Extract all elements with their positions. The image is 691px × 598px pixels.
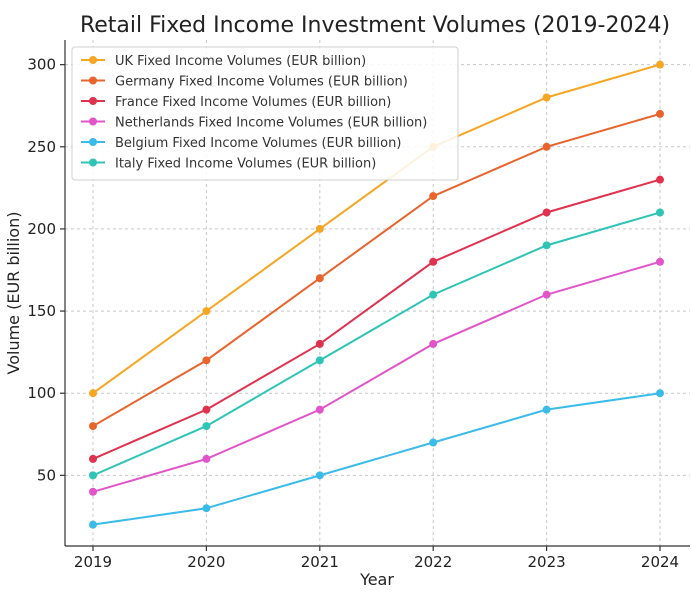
legend-box xyxy=(71,46,459,181)
data-point xyxy=(315,405,324,414)
x-tick-label: 2023 xyxy=(528,553,566,571)
series-line xyxy=(92,178,661,460)
legend-marker xyxy=(89,56,97,64)
data-point xyxy=(315,471,324,480)
data-point xyxy=(656,109,664,118)
data-point xyxy=(202,307,211,316)
data-point xyxy=(202,405,211,414)
data-point xyxy=(89,520,97,529)
data-point xyxy=(656,389,664,398)
data-point xyxy=(656,257,664,266)
data-point xyxy=(202,504,211,513)
series-line xyxy=(92,211,661,477)
data-point xyxy=(656,60,664,69)
legend: UK Fixed Income Volumes (EUR billion) Ger… xyxy=(71,46,459,181)
series-group xyxy=(89,60,664,529)
y-tick-label: 100 xyxy=(27,384,56,402)
x-tick-label: 2021 xyxy=(301,553,339,571)
data-point xyxy=(202,422,211,431)
data-point xyxy=(89,422,97,431)
series-line xyxy=(92,63,661,395)
legend-marker xyxy=(89,158,97,167)
data-point xyxy=(429,339,438,348)
y-tick-label: 300 xyxy=(27,56,56,74)
data-point xyxy=(542,208,551,217)
data-point xyxy=(542,405,551,414)
y-tick-label: 200 xyxy=(27,220,56,238)
x-tick-label: 2019 xyxy=(74,553,112,571)
data-point xyxy=(542,241,551,250)
data-point xyxy=(89,389,97,398)
data-point xyxy=(89,487,97,496)
legend-marker xyxy=(89,76,97,85)
y-tick-label: 250 xyxy=(27,138,56,156)
legend-label: Italy Fixed Income Volumes (EUR billion) xyxy=(115,157,376,172)
data-point xyxy=(315,356,324,365)
legend-marker xyxy=(89,138,97,146)
y-axis-label: Volume (EUR billion) xyxy=(4,212,23,375)
data-point xyxy=(429,290,438,299)
x-tick-label: 2022 xyxy=(414,553,452,571)
data-point xyxy=(656,175,664,184)
chart-title: Retail Fixed Income Investment Volumes (… xyxy=(80,13,670,38)
legend-label: Germany Fixed Income Volumes (EUR billio… xyxy=(115,75,408,90)
x-tick-label: 2024 xyxy=(641,553,679,571)
axes: 2019 2020 2021 2022 2023 2024 50 100 150 200 250 30… xyxy=(27,40,690,571)
legend-label: Belgium Fixed Income Volumes (EUR billio… xyxy=(115,136,401,151)
data-point xyxy=(315,224,324,233)
data-point xyxy=(315,274,324,283)
y-tick-label: 150 xyxy=(27,302,56,320)
legend-label: Netherlands Fixed Income Volumes (EUR bi… xyxy=(115,116,427,131)
data-point xyxy=(89,454,97,463)
data-point xyxy=(542,290,551,299)
x-tick-label: 2020 xyxy=(187,553,225,571)
data-point xyxy=(542,93,551,102)
legend-marker xyxy=(89,97,97,105)
data-point xyxy=(89,471,97,480)
data-point xyxy=(656,208,664,217)
legend-label: UK Fixed Income Volumes (EUR billion) xyxy=(115,54,366,69)
series-line xyxy=(92,392,661,526)
data-point xyxy=(429,438,438,447)
y-tick-label: 50 xyxy=(37,466,56,484)
data-point xyxy=(429,257,438,266)
data-point xyxy=(315,339,324,348)
series-line xyxy=(92,112,661,427)
data-point xyxy=(202,356,211,365)
data-point xyxy=(542,142,551,151)
data-point xyxy=(429,192,438,201)
legend-marker xyxy=(89,117,97,126)
legend-label: France Fixed Income Volumes (EUR billion… xyxy=(115,95,391,110)
series-line xyxy=(92,260,661,493)
data-point xyxy=(202,454,211,463)
x-axis-label: Year xyxy=(359,570,394,589)
